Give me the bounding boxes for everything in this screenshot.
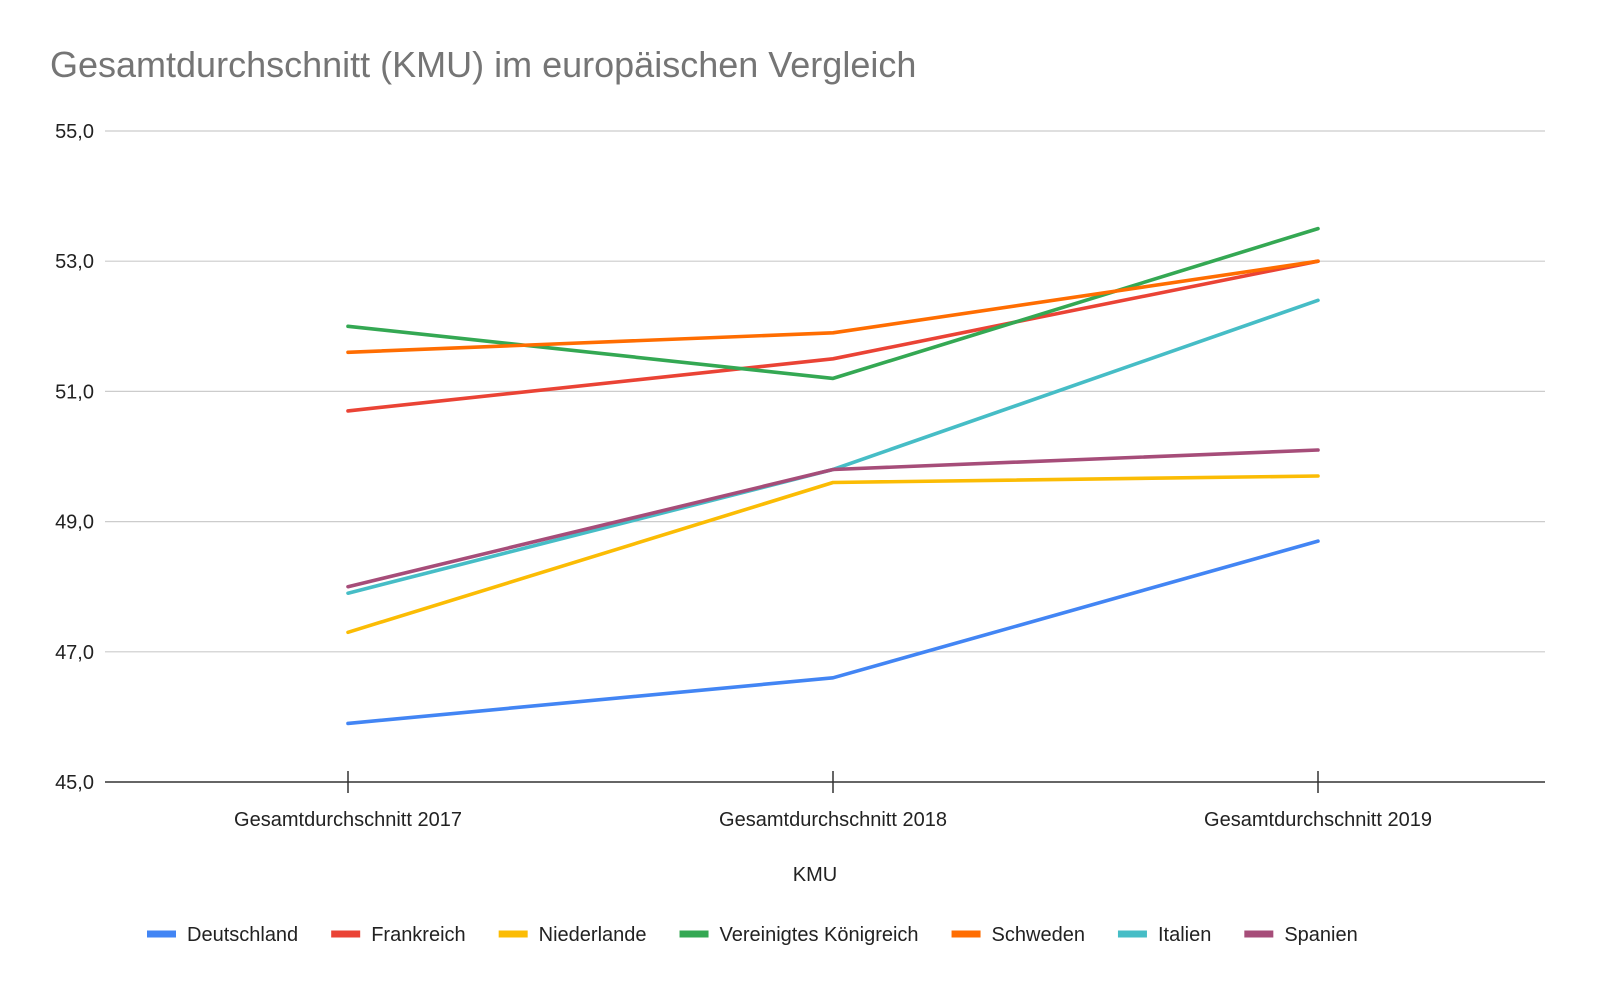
y-tick-label: 47,0	[55, 642, 94, 664]
y-tick-label: 49,0	[55, 512, 94, 534]
legend-item: Vereinigtes Königreich	[679, 924, 919, 946]
x-tick-label: Gesamtdurchschnitt 2018	[719, 809, 947, 831]
legend-item: Niederlande	[498, 924, 647, 946]
y-tick-label: 51,0	[55, 381, 94, 403]
legend-label: Niederlande	[539, 924, 647, 946]
y-axis-tick-labels: 45,0 47,0 49,0 51,0 53,0 55,0	[55, 121, 94, 794]
series-line-spanien	[346, 448, 1320, 589]
y-tick-label: 55,0	[55, 121, 94, 143]
x-axis: Gesamtdurchschnitt 2017 Gesamtdurchschnit…	[105, 771, 1545, 831]
legend-item: Schweden	[951, 924, 1085, 946]
series-line-vereinigtes-k-nigreich	[346, 226, 1320, 381]
chart-title: Gesamtdurchschnitt (KMU) im europäischen…	[50, 44, 917, 85]
legend-label: Schweden	[992, 924, 1085, 946]
legend-label: Frankreich	[371, 924, 465, 946]
legend-label: Vereinigtes Königreich	[720, 924, 919, 946]
series-line-niederlande	[346, 474, 1320, 635]
legend-item: Spanien	[1244, 924, 1358, 946]
series-line-schweden	[346, 259, 1320, 355]
legend-label: Deutschland	[187, 924, 298, 946]
series-line-italien	[346, 298, 1320, 596]
series-line-deutschland	[346, 539, 1320, 726]
legend-item: Italien	[1117, 924, 1211, 946]
series-line-frankreich	[346, 259, 1320, 413]
legend-item: Deutschland	[147, 924, 298, 946]
y-tick-label: 45,0	[55, 772, 94, 794]
series-lines	[346, 226, 1320, 726]
x-axis-title: KMU	[793, 864, 837, 886]
x-tick-label: Gesamtdurchschnitt 2019	[1204, 809, 1432, 831]
legend: Deutschland Frankreich Niederlande Vereinig…	[147, 924, 1358, 946]
grid-lines	[105, 130, 1545, 653]
legend-item: Frankreich	[331, 924, 466, 946]
legend-label: Italien	[1158, 924, 1211, 946]
y-tick-label: 53,0	[55, 251, 94, 273]
x-tick-label: Gesamtdurchschnitt 2017	[234, 809, 462, 831]
legend-label: Spanien	[1284, 924, 1357, 946]
